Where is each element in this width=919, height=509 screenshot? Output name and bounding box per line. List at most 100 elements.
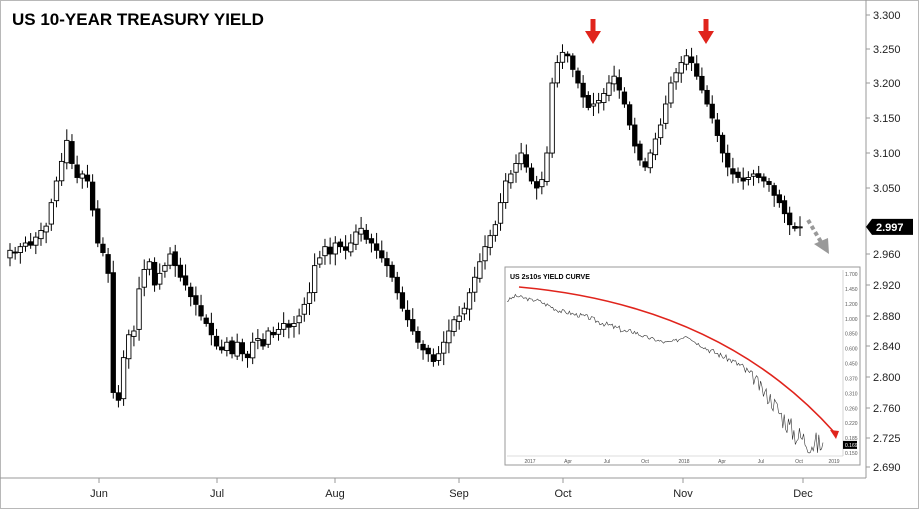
y-tick-label: 2.880 [873, 311, 901, 323]
candle [177, 257, 184, 282]
candle-body [626, 104, 633, 126]
candle-body [141, 269, 147, 288]
candle-body [518, 152, 524, 165]
candle [255, 329, 261, 350]
inset-annotation: 0.169 [518, 286, 858, 449]
candle-body [688, 56, 695, 64]
candle [22, 236, 29, 252]
candle-body [306, 292, 313, 304]
inset-current-badge [843, 440, 857, 449]
candle-body [503, 180, 509, 203]
candle [120, 350, 127, 406]
candle-body [43, 225, 49, 233]
candle [105, 247, 111, 283]
inset-y-tick-label: 0.260 [845, 406, 858, 412]
y-tick-label: 3.300 [873, 10, 901, 22]
candle [544, 146, 550, 186]
candle [7, 243, 13, 267]
inset-x-tick-label: 2017 [524, 459, 535, 465]
candle [590, 92, 597, 116]
candle-body [508, 173, 514, 184]
candle [580, 75, 586, 108]
candle [136, 276, 142, 341]
candle-body [332, 242, 338, 255]
candle-body [699, 75, 705, 91]
candle-body [492, 224, 499, 236]
candle [792, 222, 798, 232]
inset-x-tick-label: Jul [604, 459, 610, 465]
candle [420, 340, 426, 360]
candle [761, 173, 767, 188]
candle [389, 261, 395, 282]
candle-body [115, 392, 122, 401]
candle [286, 319, 292, 339]
inset-series-line [506, 293, 824, 454]
candle-body [74, 164, 80, 178]
candle [394, 271, 400, 300]
candle-body [430, 354, 437, 362]
candle [17, 243, 23, 264]
candle [446, 319, 452, 354]
candle-body [776, 194, 782, 204]
candle-body [709, 103, 715, 119]
candle [33, 232, 39, 255]
candle-body [84, 174, 91, 182]
candle-body [17, 246, 23, 253]
candle [719, 132, 726, 163]
candle [487, 229, 493, 256]
y-tick-label: 3.250 [873, 44, 901, 56]
x-tick-label: Jul [210, 488, 224, 500]
candle-body [126, 334, 132, 360]
inset-y-tick-label: 1.700 [845, 272, 858, 278]
candle [725, 144, 731, 177]
y-tick-label: 2.725 [873, 433, 901, 445]
current-value-text: 2.997 [876, 222, 904, 234]
candle [673, 67, 679, 90]
candle-body [291, 323, 297, 327]
candle [198, 294, 204, 321]
candle [213, 328, 220, 350]
candle [404, 300, 411, 327]
candle-body [177, 264, 184, 278]
candle [301, 297, 307, 322]
candle [616, 69, 622, 99]
candle-body [373, 243, 380, 251]
candle-body [554, 62, 560, 84]
current-value-label: 2.997 [866, 218, 913, 235]
candle [306, 282, 313, 316]
candle [337, 238, 344, 253]
candle-body [652, 138, 659, 156]
candle [549, 77, 555, 158]
candle-body [146, 261, 153, 270]
candle [503, 173, 509, 209]
inset-y-tick-label: 0.370 [845, 376, 858, 382]
candle [554, 55, 560, 88]
candle [69, 134, 75, 170]
candle [368, 233, 375, 253]
candle-body [735, 171, 741, 178]
inset-y-tick-label: 0.150 [845, 451, 858, 457]
candle-body [601, 93, 607, 103]
candle [43, 222, 49, 244]
candle [311, 253, 318, 302]
candle [683, 49, 690, 71]
candle [492, 220, 499, 242]
candle-body [451, 319, 457, 332]
candle [95, 200, 101, 248]
candle [626, 101, 633, 130]
candle-body [79, 173, 85, 179]
candle-body [761, 176, 767, 182]
candle-body [110, 272, 116, 393]
candle-body [575, 70, 581, 84]
candle [89, 174, 96, 217]
candle-body [657, 124, 664, 139]
candle [12, 246, 18, 260]
candle [188, 282, 194, 307]
candle [234, 333, 240, 360]
candle [64, 129, 70, 170]
candle [224, 337, 230, 357]
x-tick-label: Sep [449, 488, 469, 500]
candle-series [7, 44, 803, 408]
candle [740, 167, 746, 190]
candle [157, 263, 163, 290]
